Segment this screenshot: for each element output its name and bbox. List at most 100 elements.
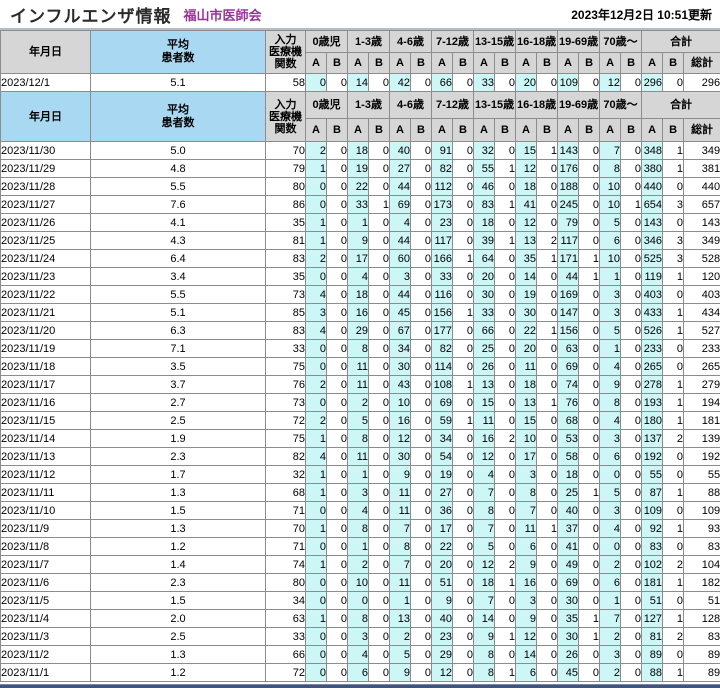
count-cell-a: 0	[306, 394, 327, 412]
total-b-cell: 2	[663, 430, 684, 448]
count-cell-b: 0	[411, 412, 432, 430]
total-b-cell: 0	[663, 286, 684, 304]
grand-total-cell: 527	[684, 322, 720, 340]
count-cell-a: 1	[306, 610, 327, 628]
date-cell: 2023/11/26	[1, 214, 91, 232]
count-cell-a: 22	[516, 322, 537, 340]
count-cell-b: 0	[327, 412, 348, 430]
count-cell-a: 58	[558, 448, 579, 466]
count-cell-a: 76	[558, 394, 579, 412]
count-cell-b: 0	[327, 232, 348, 250]
org-link[interactable]: 福山市医師会	[184, 5, 262, 24]
count-cell-b: 0	[411, 178, 432, 196]
col-header-age-group-1: 1-3歳	[348, 31, 390, 53]
institutions-cell: 33	[266, 340, 306, 358]
count-cell-a: 68	[558, 412, 579, 430]
avg-patients-cell: 2.0	[91, 610, 266, 628]
count-cell-b: 0	[411, 232, 432, 250]
count-cell-b: 0	[579, 178, 600, 196]
date-cell: 2023/11/6	[1, 574, 91, 592]
count-cell-a: 3	[600, 502, 621, 520]
col-header-grand-total: 総計	[684, 119, 720, 142]
date-cell: 2023/11/10	[1, 502, 91, 520]
count-cell-a: 53	[558, 430, 579, 448]
avg-patients-cell: 2.7	[91, 394, 266, 412]
count-cell-a: 32	[474, 142, 495, 160]
total-b-cell: 2	[663, 556, 684, 574]
count-cell-b: 0	[579, 520, 600, 538]
date-cell: 2023/11/17	[1, 376, 91, 394]
institutions-cell: 32	[266, 466, 306, 484]
count-cell-b: 0	[327, 376, 348, 394]
col-header-a: A	[474, 119, 495, 142]
count-cell-a: 8	[348, 340, 369, 358]
avg-patients-cell: 1.5	[91, 502, 266, 520]
grand-total-cell: 194	[684, 394, 720, 412]
count-cell-a: 8	[474, 646, 495, 664]
count-cell-a: 11	[348, 358, 369, 376]
avg-patients-cell: 3.4	[91, 268, 266, 286]
count-cell-b: 0	[495, 412, 516, 430]
grand-total-cell: 349	[684, 142, 720, 160]
count-cell-b: 0	[621, 74, 642, 92]
date-cell: 2023/11/9	[1, 520, 91, 538]
count-cell-a: 69	[432, 394, 453, 412]
count-cell-b: 0	[327, 574, 348, 592]
grand-total-cell: 233	[684, 340, 720, 358]
total-a-cell: 119	[642, 268, 663, 286]
count-cell-b: 0	[369, 74, 390, 92]
count-cell-b: 0	[579, 664, 600, 682]
count-cell-b: 0	[369, 142, 390, 160]
count-cell-a: 9	[390, 466, 411, 484]
col-header-total-group: 合計	[642, 92, 720, 119]
col-header-age-group-0: 0歳児	[306, 31, 348, 53]
count-cell-a: 1	[306, 484, 327, 502]
count-cell-b: 0	[411, 556, 432, 574]
count-cell-a: 18	[474, 574, 495, 592]
total-b-cell: 0	[663, 448, 684, 466]
institutions-cell: 33	[266, 628, 306, 646]
avg-patients-cell: 1.5	[91, 592, 266, 610]
count-cell-b: 0	[579, 394, 600, 412]
count-cell-a: 1	[306, 160, 327, 178]
date-cell: 2023/11/20	[1, 322, 91, 340]
count-cell-a: 116	[432, 286, 453, 304]
count-cell-a: 30	[390, 358, 411, 376]
count-cell-a: 7	[390, 556, 411, 574]
grand-total-cell: 265	[684, 358, 720, 376]
date-cell: 2023/11/11	[1, 484, 91, 502]
total-a-cell: 403	[642, 286, 663, 304]
count-cell-a: 0	[306, 538, 327, 556]
count-cell-b: 0	[327, 610, 348, 628]
count-cell-b: 0	[621, 484, 642, 502]
date-cell: 2023/11/7	[1, 556, 91, 574]
count-cell-b: 1	[579, 628, 600, 646]
count-cell-a: 112	[432, 178, 453, 196]
count-cell-b: 0	[579, 74, 600, 92]
count-cell-b: 0	[537, 556, 558, 574]
count-cell-a: 41	[558, 538, 579, 556]
grand-total-cell: 143	[684, 214, 720, 232]
count-cell-a: 0	[306, 628, 327, 646]
avg-patients-cell: 1.2	[91, 538, 266, 556]
count-cell-a: 45	[390, 304, 411, 322]
count-cell-b: 0	[369, 556, 390, 574]
count-cell-a: 6	[516, 538, 537, 556]
total-b-cell: 2	[663, 628, 684, 646]
total-a-cell: 265	[642, 358, 663, 376]
count-cell-b: 0	[327, 340, 348, 358]
bottom-divider	[0, 684, 720, 688]
count-cell-b: 1	[495, 664, 516, 682]
count-cell-a: 188	[558, 178, 579, 196]
count-cell-b: 0	[621, 466, 642, 484]
institutions-cell: 80	[266, 178, 306, 196]
count-cell-a: 7	[474, 520, 495, 538]
grand-total-cell: 120	[684, 268, 720, 286]
count-cell-b: 0	[621, 214, 642, 232]
col-header-b: B	[369, 53, 390, 74]
grand-total-cell: 89	[684, 646, 720, 664]
total-a-cell: 181	[642, 574, 663, 592]
